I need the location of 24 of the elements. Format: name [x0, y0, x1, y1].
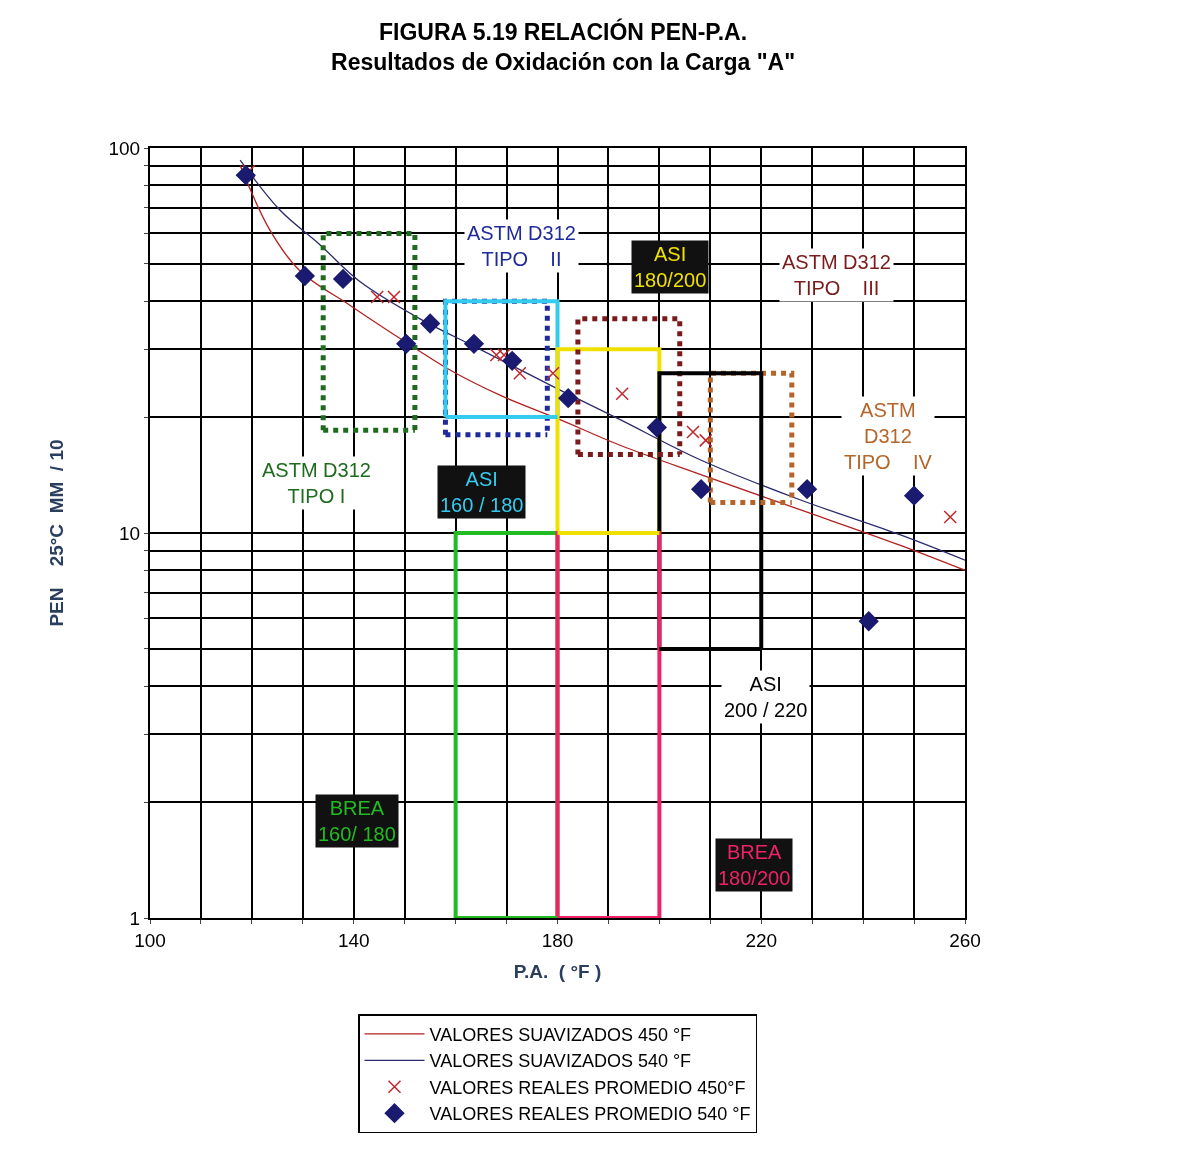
legend-label: VALORES REALES PROMEDIO 450°F	[429, 1077, 746, 1098]
chart-title: FIGURA 5.19 RELACIÓN PEN-P.A. Resultados de Oxidación con la Carga "A"	[331, 18, 796, 76]
annotation: ASTM D312 TIPO III	[782, 251, 891, 299]
annotation: BREA 180/200	[718, 841, 791, 889]
y-tick-label: 1	[129, 907, 141, 929]
y-tick-label: 10	[119, 522, 141, 544]
annotation: ASTM D312 TIPO I	[262, 459, 371, 507]
annotation: ASI 160 / 180	[440, 468, 524, 516]
y-tick-label: 100	[108, 137, 141, 159]
x-tick-label: 180	[541, 929, 574, 951]
legend-label: VALORES SUAVIZADOS 450 °F	[429, 1024, 692, 1045]
legend-label: VALORES REALES PROMEDIO 540 °F	[429, 1104, 751, 1125]
x-tick-label: 100	[134, 929, 166, 951]
annotation: ASTM D312 TIPO II	[467, 222, 576, 270]
annotation: BREA 160/ 180	[318, 797, 396, 845]
x-tick-label: 260	[949, 929, 981, 951]
x-tick-label: 220	[745, 929, 778, 951]
y-axis-title: PEN 25°C MM / 10	[45, 439, 67, 627]
annotation: ASTM D312 TIPO IV	[844, 399, 933, 473]
x-tick-label: 140	[337, 929, 370, 951]
annotation: ASI 200 / 220	[724, 673, 808, 721]
legend-label: VALORES SUAVIZADOS 540 °F	[429, 1051, 692, 1072]
annotation: ASI 180/200	[634, 243, 707, 291]
x-axis-title: P.A. ( °F )	[513, 961, 602, 983]
